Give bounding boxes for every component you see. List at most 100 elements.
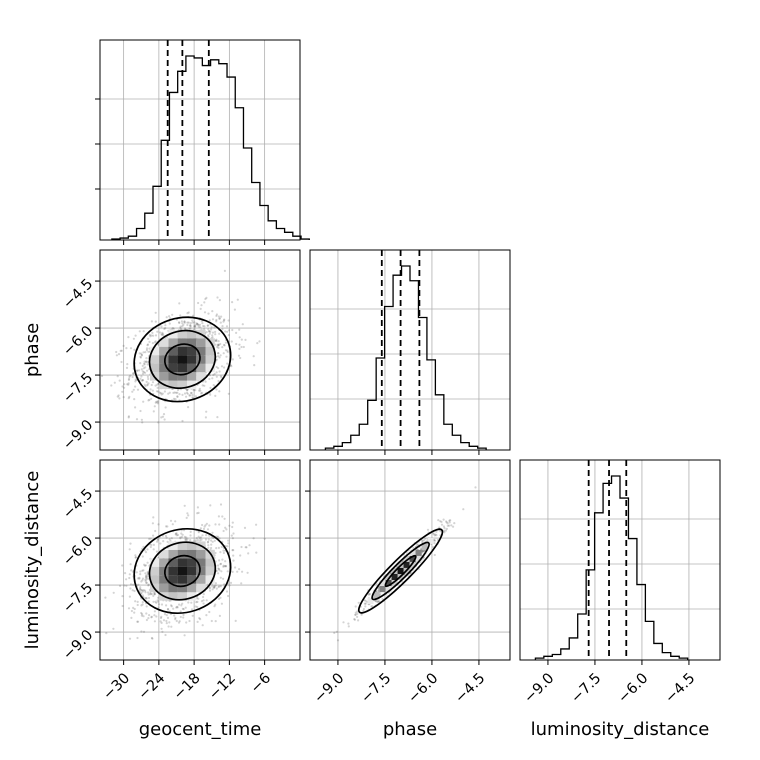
density-cell xyxy=(159,346,169,356)
sample-point xyxy=(199,527,202,530)
sample-point xyxy=(146,573,149,576)
sample-point xyxy=(122,344,125,347)
sample-point xyxy=(139,588,142,591)
sample-point xyxy=(151,342,154,345)
sample-point xyxy=(252,537,255,540)
sample-point xyxy=(157,390,160,393)
sample-point xyxy=(218,614,221,618)
sample-point xyxy=(135,571,138,574)
sample-point xyxy=(216,416,219,419)
panel-frame xyxy=(309,249,511,451)
sample-point xyxy=(220,570,223,573)
sample-point xyxy=(155,601,158,604)
sample-point xyxy=(155,550,159,553)
sample-point xyxy=(219,551,222,554)
sample-point xyxy=(197,535,200,538)
sample-point xyxy=(215,388,218,391)
density-cell xyxy=(427,537,434,544)
sample-point xyxy=(421,549,424,553)
sample-point xyxy=(208,587,211,590)
sample-point xyxy=(145,581,148,585)
sample-point xyxy=(223,319,226,322)
density-cell xyxy=(187,592,197,601)
density-cell xyxy=(177,583,187,593)
sample-point xyxy=(156,540,159,543)
sample-point xyxy=(263,537,266,540)
sample-point xyxy=(142,589,145,592)
sample-point xyxy=(136,636,139,640)
sample-point xyxy=(140,418,143,421)
sample-point xyxy=(198,537,201,540)
sample-point xyxy=(215,318,218,322)
density-cell xyxy=(168,592,178,601)
sample-point xyxy=(226,570,229,573)
sample-point xyxy=(153,592,156,595)
sample-point xyxy=(445,521,448,524)
sample-point xyxy=(217,585,220,589)
sample-point xyxy=(207,546,210,549)
sample-point xyxy=(342,621,345,624)
sample-point xyxy=(241,323,244,326)
sample-point xyxy=(150,636,153,640)
sample-point xyxy=(186,388,189,392)
sample-point xyxy=(148,537,151,541)
sample-point xyxy=(203,311,207,314)
density-cell xyxy=(168,338,178,347)
sample-point xyxy=(248,544,251,547)
sample-point xyxy=(171,327,174,330)
sample-point xyxy=(113,381,116,384)
sample-point xyxy=(196,620,199,624)
sample-point xyxy=(128,548,131,551)
sample-point xyxy=(211,310,214,313)
sample-point xyxy=(232,554,235,557)
sample-point xyxy=(223,318,226,321)
sample-point xyxy=(121,595,124,598)
sample-point xyxy=(183,535,186,538)
sample-point xyxy=(214,523,217,526)
density-cell xyxy=(196,575,206,584)
sample-point xyxy=(144,580,147,583)
sample-point xyxy=(163,327,166,331)
sample-point xyxy=(189,324,192,327)
sample-point xyxy=(164,327,167,330)
sample-point xyxy=(179,326,182,330)
sample-point xyxy=(227,542,230,545)
sample-point xyxy=(214,394,217,397)
sample-point xyxy=(139,586,142,589)
sample-point xyxy=(187,514,190,517)
sample-point xyxy=(219,321,222,324)
density-cell xyxy=(177,558,187,567)
sample-point xyxy=(200,304,203,307)
sample-point xyxy=(219,354,222,357)
sample-point xyxy=(141,579,144,582)
sample-point xyxy=(130,569,133,572)
sample-point xyxy=(159,616,163,620)
sample-point xyxy=(202,593,205,596)
sample-point xyxy=(129,583,133,586)
sample-point xyxy=(433,534,436,537)
sample-point xyxy=(220,602,223,605)
sample-point xyxy=(136,388,140,391)
sample-point xyxy=(214,333,217,336)
density-cell xyxy=(385,574,392,580)
sample-point xyxy=(181,419,184,423)
sample-point xyxy=(367,593,370,596)
sample-point xyxy=(154,320,157,323)
sample-point xyxy=(146,343,150,346)
density-cell xyxy=(168,329,178,339)
sample-point xyxy=(160,333,163,336)
sample-point xyxy=(222,529,225,533)
sample-point xyxy=(127,416,130,419)
sample-point xyxy=(202,324,205,328)
sample-point xyxy=(175,532,178,535)
sample-point xyxy=(209,393,212,396)
sample-point xyxy=(191,614,194,617)
sample-point xyxy=(139,362,142,365)
sample-point xyxy=(196,600,199,604)
sample-point xyxy=(437,519,440,522)
sample-point xyxy=(227,392,230,395)
sample-point xyxy=(214,584,217,587)
sample-point xyxy=(183,320,186,323)
sample-point xyxy=(215,314,218,317)
sample-point xyxy=(176,606,179,609)
